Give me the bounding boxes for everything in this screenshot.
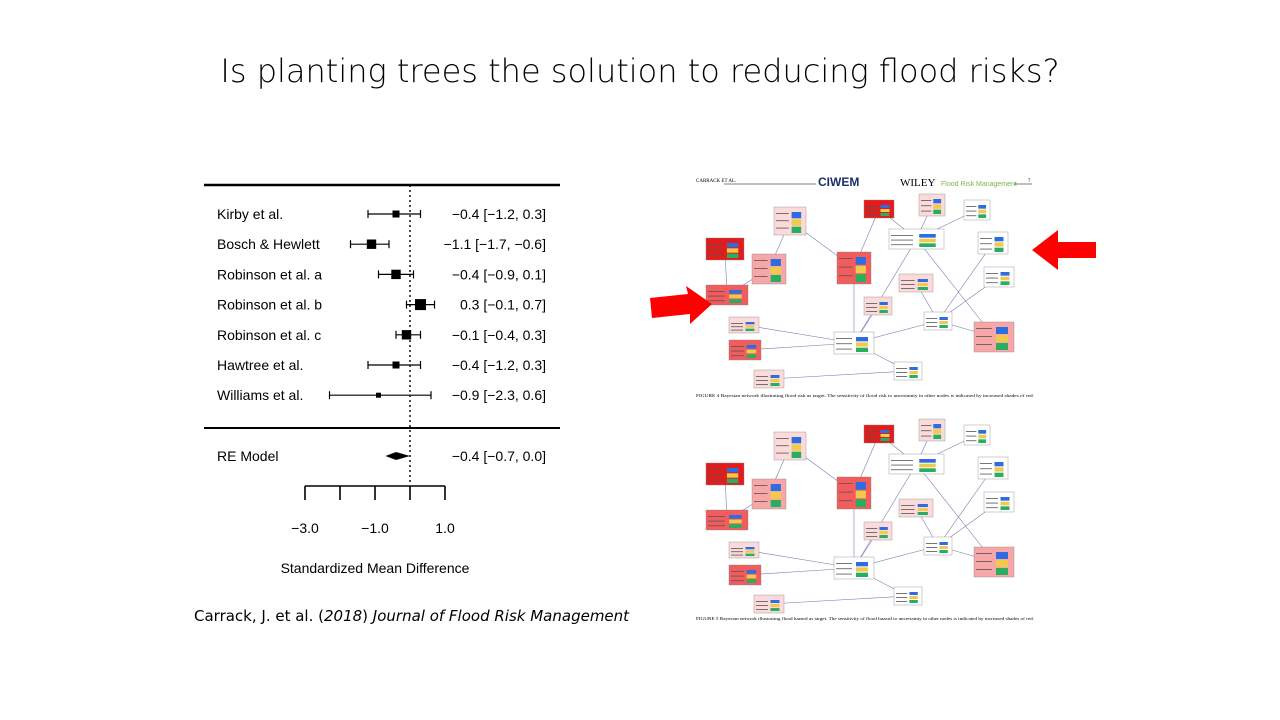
paper-header: CARRACK ET AL. CIWEM WILEY Flood Risk Ma… bbox=[696, 175, 1032, 189]
citation: Carrack, J. et al. (2018) Journal of Flo… bbox=[194, 607, 629, 625]
x-tick-label: −1.0 bbox=[361, 520, 389, 536]
network-node bbox=[893, 361, 923, 381]
network-node bbox=[863, 424, 895, 444]
network-node bbox=[963, 424, 991, 446]
effect-label: −0.4 [−1.2, 0.3] bbox=[452, 206, 546, 222]
network-node bbox=[728, 316, 760, 334]
network-node bbox=[833, 331, 875, 355]
paper-page: 7 bbox=[1028, 179, 1031, 184]
network-node bbox=[705, 462, 745, 486]
network-node bbox=[983, 491, 1015, 513]
network-node bbox=[888, 228, 945, 250]
paper-header-left: CARRACK ET AL. bbox=[696, 179, 736, 184]
network-node bbox=[705, 237, 745, 261]
network-node bbox=[983, 266, 1015, 288]
citation-authors: Carrack, J. et al. ( bbox=[194, 607, 324, 625]
study-name: Kirby et al. bbox=[217, 206, 283, 222]
forest-plot: Kirby et al. −0.4 [−1.2, 0.3] Bosch & Hewl… bbox=[200, 180, 570, 590]
network-edge bbox=[768, 595, 909, 605]
network-node bbox=[836, 476, 872, 510]
network-node bbox=[753, 369, 785, 389]
network-edge bbox=[853, 463, 917, 569]
network-edge bbox=[916, 238, 995, 338]
network-node bbox=[918, 193, 946, 217]
x-tick-label: 1.0 bbox=[435, 520, 455, 536]
arrow-left-icon bbox=[1032, 230, 1096, 270]
network-node bbox=[728, 339, 762, 361]
point-estimate bbox=[392, 361, 400, 369]
study-name: Robinson et al. b bbox=[217, 297, 322, 313]
effect-label: −0.9 [−2.3, 0.6] bbox=[452, 387, 546, 403]
network-node bbox=[923, 536, 953, 556]
network-node bbox=[977, 231, 1009, 255]
effect-label: −0.1 [−0.4, 0.3] bbox=[452, 327, 546, 343]
network-node bbox=[898, 273, 934, 293]
study-name: Robinson et al. c bbox=[217, 327, 321, 343]
paper-publisher: WILEY bbox=[900, 177, 935, 189]
network-node bbox=[918, 418, 946, 442]
network-node bbox=[773, 206, 807, 236]
study-name: Bosch & Hewlett bbox=[217, 236, 320, 252]
network-edge bbox=[768, 370, 909, 380]
x-axis-label: Standardized Mean Difference bbox=[281, 560, 470, 576]
x-tick-label: −3.0 bbox=[291, 520, 319, 536]
paper-brand: CIWEM bbox=[818, 175, 859, 189]
network-node bbox=[863, 296, 893, 316]
network-edge bbox=[937, 467, 994, 547]
effect-label: 0.3 [−0.1, 0.7] bbox=[460, 297, 546, 313]
figure-4-caption: FIGURE 4 Bayesian network illustrating f… bbox=[696, 393, 1034, 398]
effect-label: −0.4 [−0.9, 0.1] bbox=[452, 266, 546, 282]
arrow-right-icon bbox=[650, 286, 712, 324]
network-edge bbox=[937, 242, 994, 322]
network-node bbox=[751, 253, 787, 285]
network-node bbox=[753, 594, 785, 614]
network-node bbox=[973, 321, 1015, 353]
network-node bbox=[863, 199, 895, 219]
network-node bbox=[973, 546, 1015, 578]
slide-title: Is planting trees the solution to reduci… bbox=[220, 52, 1060, 90]
paper-journal: Flood Risk Management bbox=[941, 181, 1017, 188]
network-node bbox=[836, 251, 872, 285]
point-estimate bbox=[392, 210, 400, 218]
network-node bbox=[863, 521, 893, 541]
citation-year: 2018 bbox=[323, 607, 363, 625]
network-node bbox=[963, 199, 991, 221]
summary-diamond bbox=[385, 452, 410, 460]
network-node bbox=[751, 478, 787, 510]
network-edge bbox=[916, 463, 995, 563]
network-node bbox=[898, 498, 934, 518]
network-node bbox=[833, 556, 875, 580]
network-edge bbox=[853, 238, 917, 344]
network-node bbox=[728, 541, 760, 559]
network-node bbox=[888, 453, 945, 475]
figure-5-caption: FIGURE 5 Bayesian network illustrating f… bbox=[696, 616, 1034, 621]
network-node bbox=[773, 431, 807, 461]
summary-label: −0.4 [−0.7, 0.0] bbox=[452, 448, 546, 464]
point-estimate bbox=[391, 269, 401, 280]
citation-sep: ) bbox=[362, 607, 373, 625]
network-node bbox=[893, 586, 923, 606]
citation-journal: Journal of Flood Risk Management bbox=[372, 607, 630, 625]
summary-name: RE Model bbox=[217, 448, 278, 464]
study-name: Hawtree et al. bbox=[217, 357, 303, 373]
point-estimate bbox=[366, 239, 377, 249]
paper-figure-thumbnail: CARRACK ET AL. CIWEM WILEY Flood Risk Ma… bbox=[694, 172, 1039, 647]
network-node bbox=[705, 509, 749, 531]
network-node bbox=[705, 284, 749, 306]
point-estimate bbox=[376, 392, 381, 398]
study-name: Williams et al. bbox=[217, 387, 303, 403]
network-node bbox=[977, 456, 1009, 480]
bayesian-network-figure-5 bbox=[705, 418, 1015, 614]
point-estimate bbox=[401, 330, 412, 340]
effect-label: −1.1 [−1.7, −0.6] bbox=[444, 236, 546, 252]
point-estimate bbox=[415, 299, 426, 311]
study-name: Robinson et al. a bbox=[217, 266, 322, 282]
network-node bbox=[728, 564, 762, 586]
network-node bbox=[923, 311, 953, 331]
bayesian-network-figure-4 bbox=[705, 193, 1015, 389]
effect-label: −0.4 [−1.2, 0.3] bbox=[452, 357, 546, 373]
